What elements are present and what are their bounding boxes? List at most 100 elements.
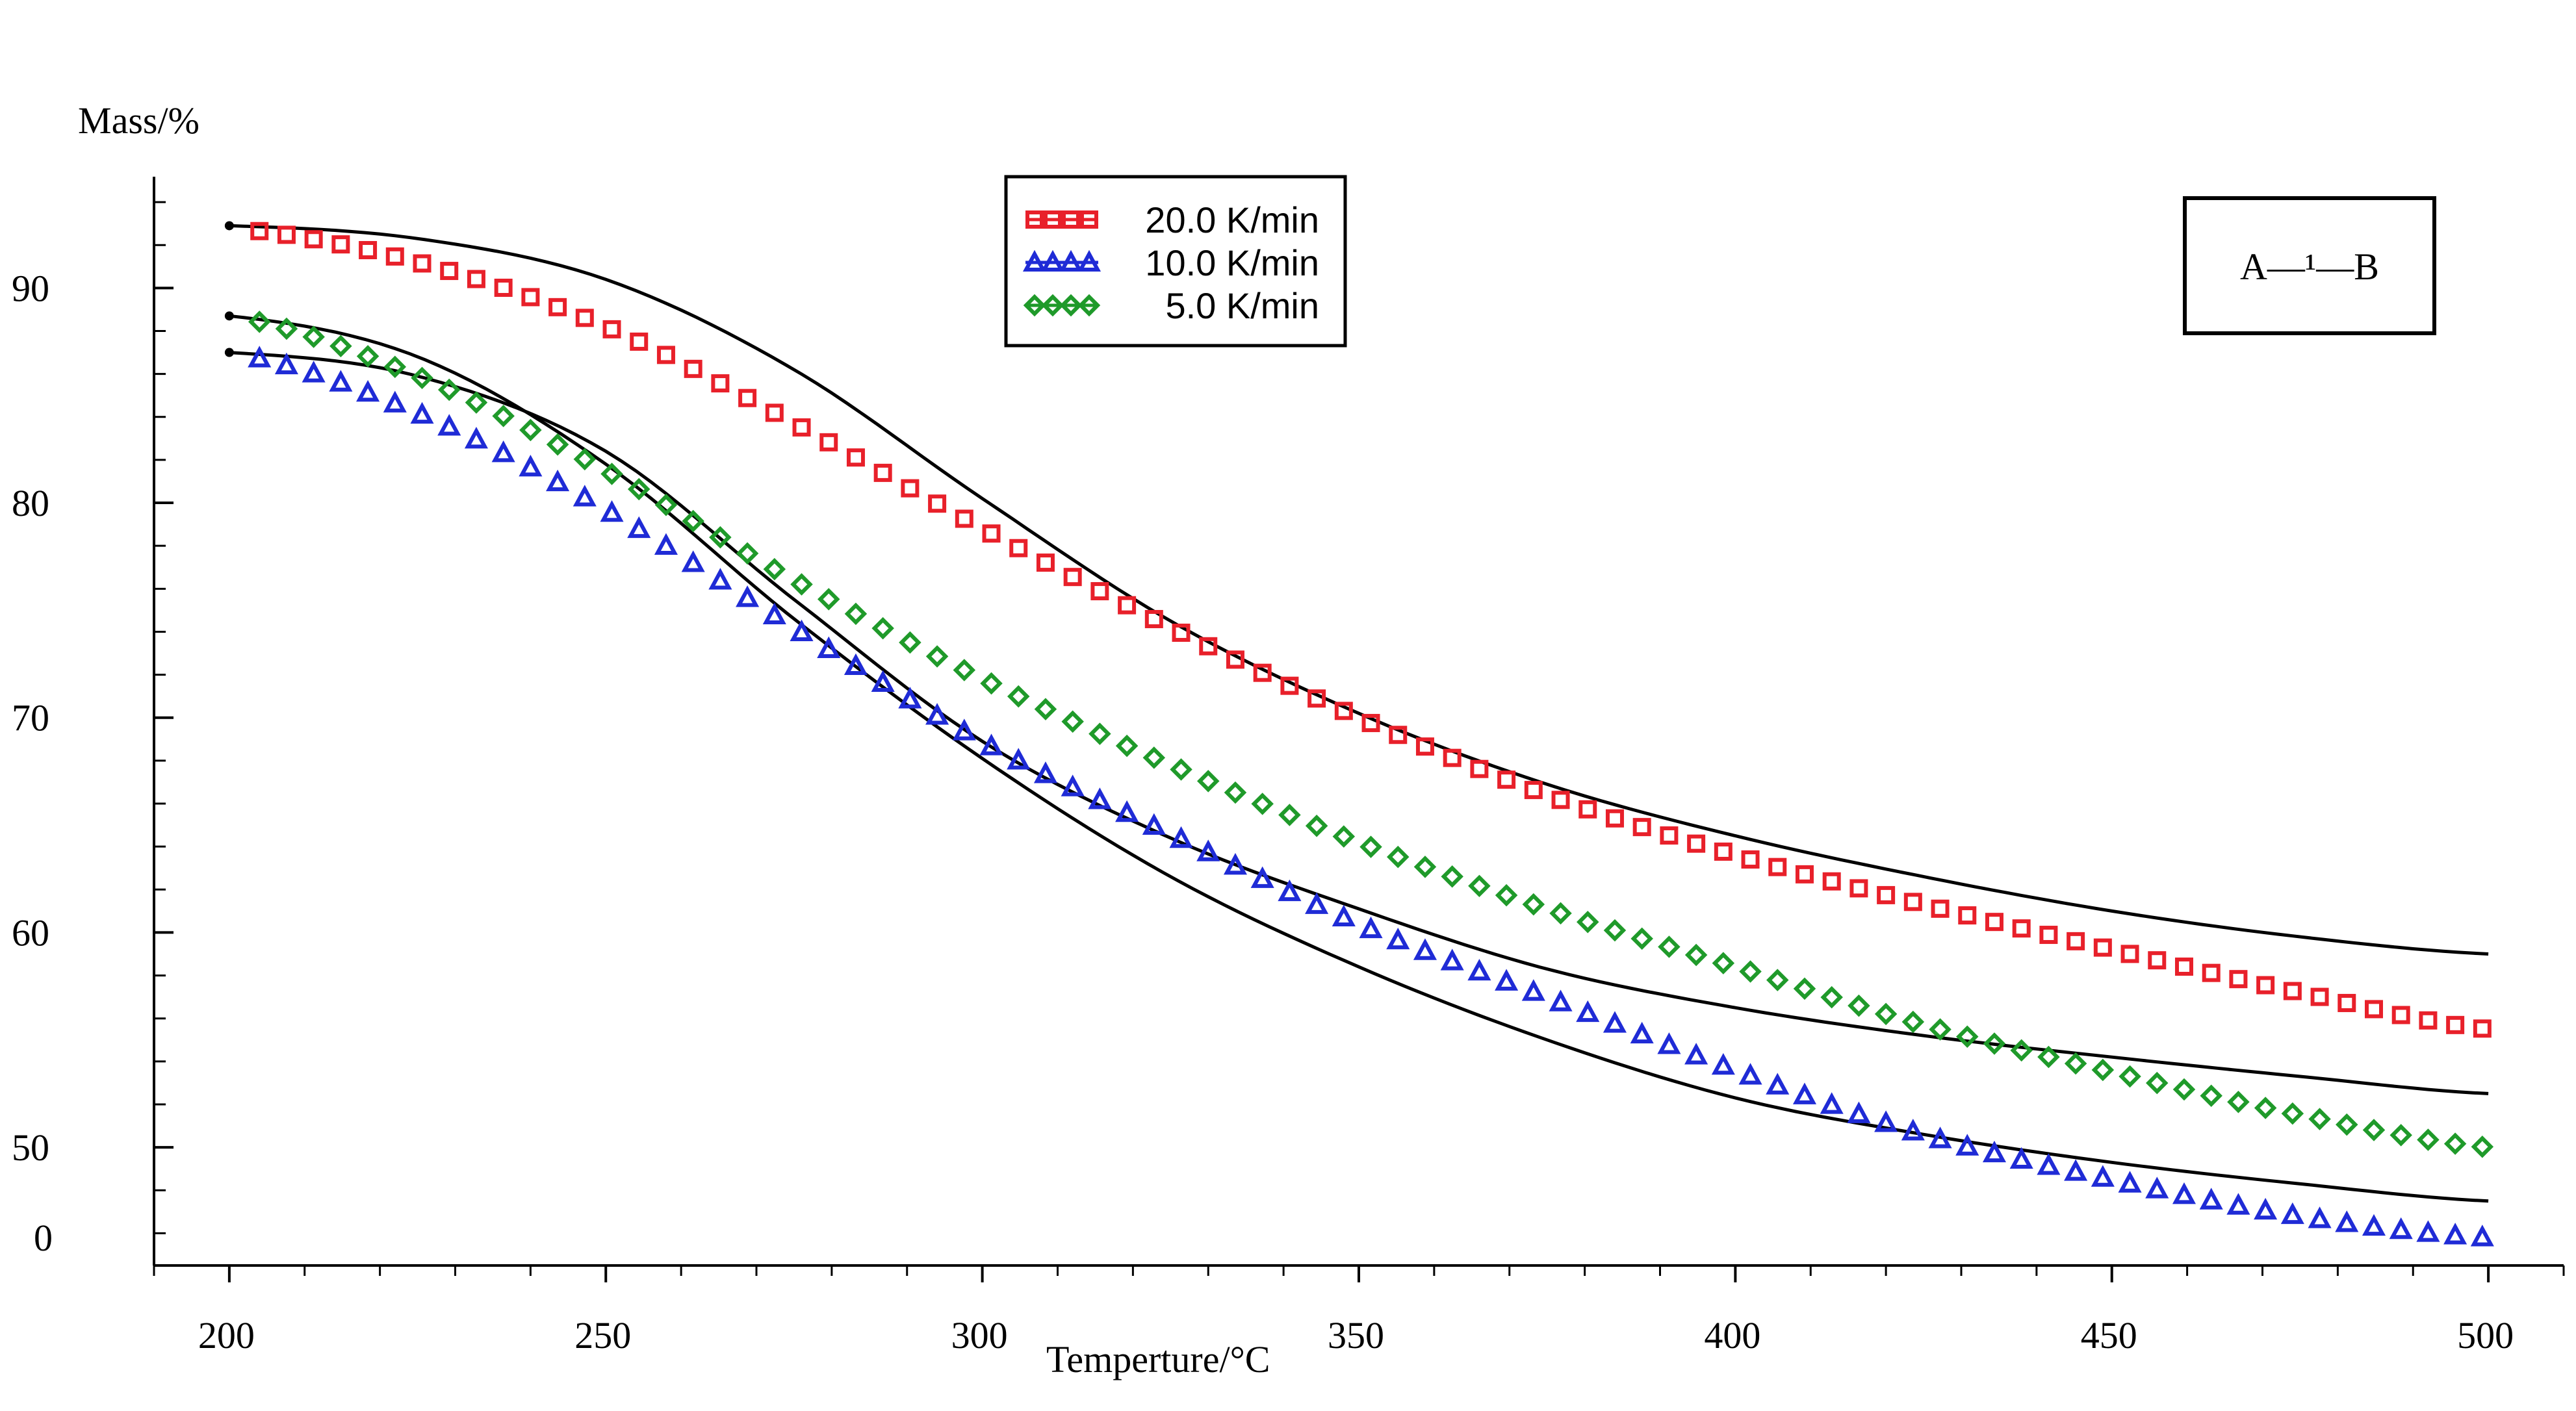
marker-diamond: [2091, 1058, 2115, 1082]
marker-diamond: [519, 418, 542, 442]
marker-diamond: [2064, 1052, 2087, 1075]
marker-diamond: [953, 659, 976, 681]
marker-diamond: [302, 325, 325, 348]
marker-square: [1415, 737, 1434, 756]
y-tick-label: 80: [12, 482, 49, 524]
marker-triangle: [1169, 826, 1193, 848]
marker-diamond: [1848, 994, 1870, 1017]
marker-triangle: [2335, 1210, 2359, 1232]
marker-square: [2229, 970, 2248, 989]
marker-square: [1903, 893, 1922, 911]
marker-diamond: [2389, 1124, 2412, 1147]
marker-triangle: [736, 585, 760, 607]
marker-triangle: [1440, 948, 1464, 971]
marker-diamond: [1305, 814, 1328, 837]
marker-triangle: [1359, 916, 1383, 939]
marker-diamond: [2037, 1045, 2060, 1069]
marker-diamond: [1468, 874, 1491, 898]
marker-square: [575, 309, 594, 327]
marker-square: [1226, 650, 1244, 669]
y-tick-label: 70: [12, 697, 49, 739]
marker-triangle: [1928, 1126, 1952, 1149]
marker-triangle: [1033, 761, 1057, 783]
marker-diamond: [763, 557, 786, 581]
marker-square: [711, 374, 730, 393]
fit-curve-start-point: [224, 221, 234, 231]
marker-diamond: [411, 366, 433, 390]
marker-square: [1985, 913, 2003, 932]
marker-triangle: [1386, 928, 1410, 950]
marker-triangle: [329, 370, 353, 392]
marker-square: [1877, 885, 1896, 904]
legend-marker: [1022, 249, 1047, 272]
marker-triangle: [2389, 1217, 2413, 1239]
marker-triangle: [2226, 1193, 2250, 1215]
legend-marker: [1023, 294, 1046, 317]
legend-label: 5.0 K/min: [1165, 285, 1319, 326]
marker-diamond: [437, 378, 461, 401]
marker-diamond: [1359, 835, 1382, 858]
marker-square: [684, 359, 702, 378]
marker-triangle: [654, 533, 678, 555]
marker-diamond: [899, 631, 921, 654]
marker-diamond: [1901, 1010, 1925, 1034]
marker-diamond: [1983, 1032, 2006, 1055]
marker-square: [2446, 1015, 2465, 1034]
marker-square: [277, 225, 296, 244]
marker-triangle: [1521, 979, 1545, 1001]
marker-triangle: [2280, 1202, 2304, 1225]
annotation-box: A—¹—B: [2183, 196, 2436, 335]
marker-square: [359, 241, 378, 260]
marker-square: [1741, 850, 1760, 869]
y-axis-title: Mass/%: [78, 99, 200, 142]
marker-triangle: [1007, 748, 1031, 770]
marker-diamond: [1766, 969, 1789, 991]
marker-diamond: [1441, 865, 1463, 888]
marker-diamond: [573, 448, 597, 471]
marker-triangle: [1847, 1101, 1871, 1123]
marker-diamond: [383, 355, 407, 379]
marker-triangle: [437, 414, 461, 436]
marker-square: [1497, 770, 1516, 789]
marker-triangle: [573, 485, 597, 507]
marker-square: [901, 479, 920, 498]
marker-square: [1361, 713, 1380, 732]
marker-diamond: [1251, 793, 1274, 815]
marker-diamond: [1034, 698, 1057, 720]
annotation-frame: [2183, 196, 2436, 335]
marker-diamond: [1088, 722, 1111, 745]
marker-square: [1551, 791, 1570, 809]
marker-square: [331, 235, 350, 254]
marker-diamond: [1522, 893, 1545, 916]
marker-triangle: [1603, 1011, 1627, 1033]
y-tick-label-zero: 0: [34, 1217, 53, 1259]
marker-triangle: [2145, 1176, 2169, 1199]
marker-diamond: [1224, 781, 1247, 804]
marker-triangle: [383, 390, 407, 413]
marker-triangle: [1982, 1140, 2007, 1163]
marker-diamond: [682, 509, 704, 533]
marker-square: [2120, 945, 2139, 963]
marker-square: [2364, 1000, 2383, 1019]
marker-triangle: [491, 440, 515, 463]
marker-triangle: [1630, 1021, 1654, 1044]
marker-diamond: [2227, 1091, 2250, 1113]
x-tick-label: 200: [198, 1314, 255, 1356]
marker-triangle: [1115, 800, 1139, 822]
marker-triangle: [790, 619, 814, 641]
marker-diamond: [1197, 770, 1220, 793]
marker-triangle: [1684, 1043, 1708, 1065]
legend-marker: [1059, 294, 1083, 317]
marker-diamond: [2254, 1097, 2277, 1119]
marker-square: [1470, 759, 1489, 778]
marker-triangle: [2470, 1225, 2494, 1247]
marker-triangle: [248, 346, 272, 368]
marker-diamond: [1630, 927, 1653, 950]
marker-diamond: [2417, 1128, 2440, 1151]
marker-triangle: [1196, 839, 1220, 861]
marker-diamond: [2010, 1039, 2033, 1062]
marker-triangle: [925, 703, 949, 725]
marker-triangle: [762, 602, 786, 625]
marker-square: [1931, 899, 1950, 918]
